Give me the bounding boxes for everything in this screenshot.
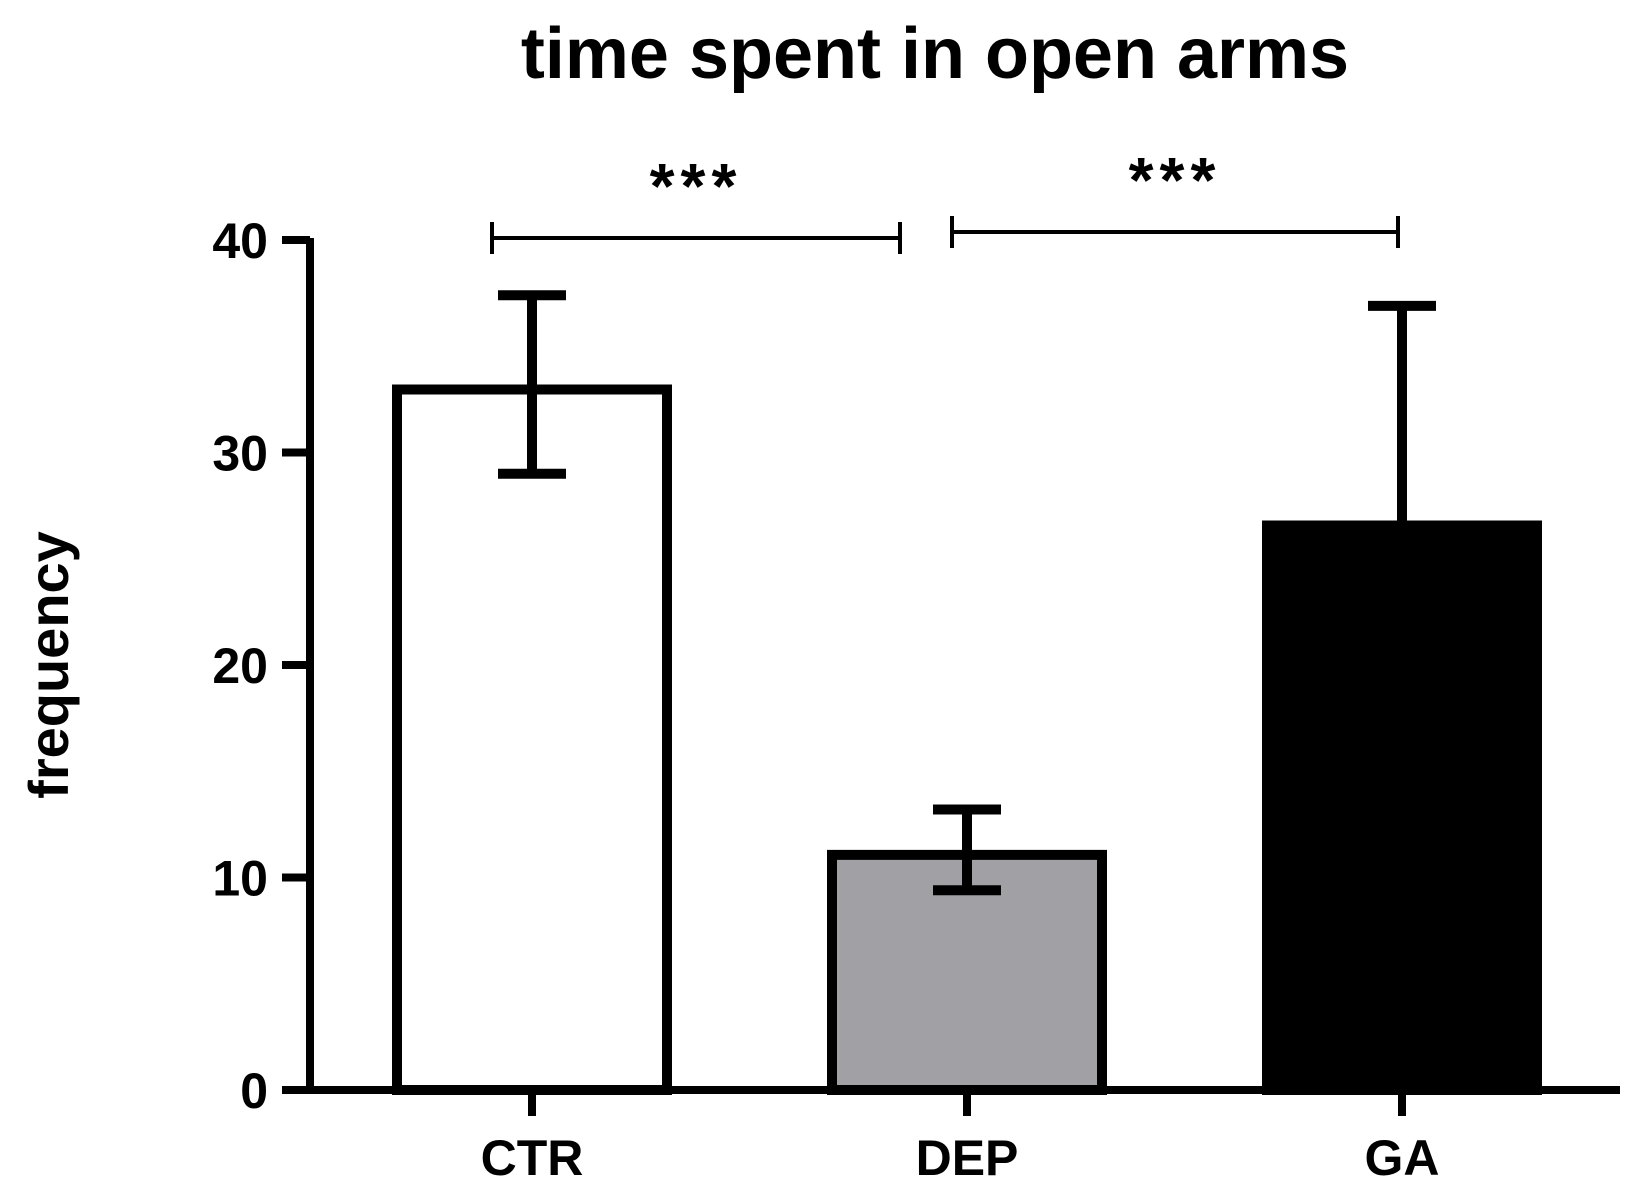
y-tick-label-20: 20	[212, 638, 268, 694]
y-tick-label-30: 30	[212, 426, 268, 482]
y-axis-label: frequency	[17, 531, 80, 799]
chart-title: time spent in open arms	[521, 14, 1349, 94]
y-tick-label-10: 10	[212, 851, 268, 907]
sig-label-2: ***	[1129, 144, 1222, 216]
x-tick-label-dep: DEP	[916, 1130, 1019, 1186]
bar-ga	[1262, 520, 1542, 1095]
sig-label-1: ***	[650, 150, 743, 222]
y-tick-label-0: 0	[240, 1063, 268, 1119]
y-tick-label-40: 40	[212, 213, 268, 269]
x-tick-label-ga: GA	[1365, 1130, 1440, 1186]
x-tick-label-ctr: CTR	[481, 1130, 584, 1186]
bar-ctr	[392, 384, 672, 1095]
plot-area: CTR DEP GA 0 10 20 30 40 *** ***	[212, 144, 1620, 1186]
